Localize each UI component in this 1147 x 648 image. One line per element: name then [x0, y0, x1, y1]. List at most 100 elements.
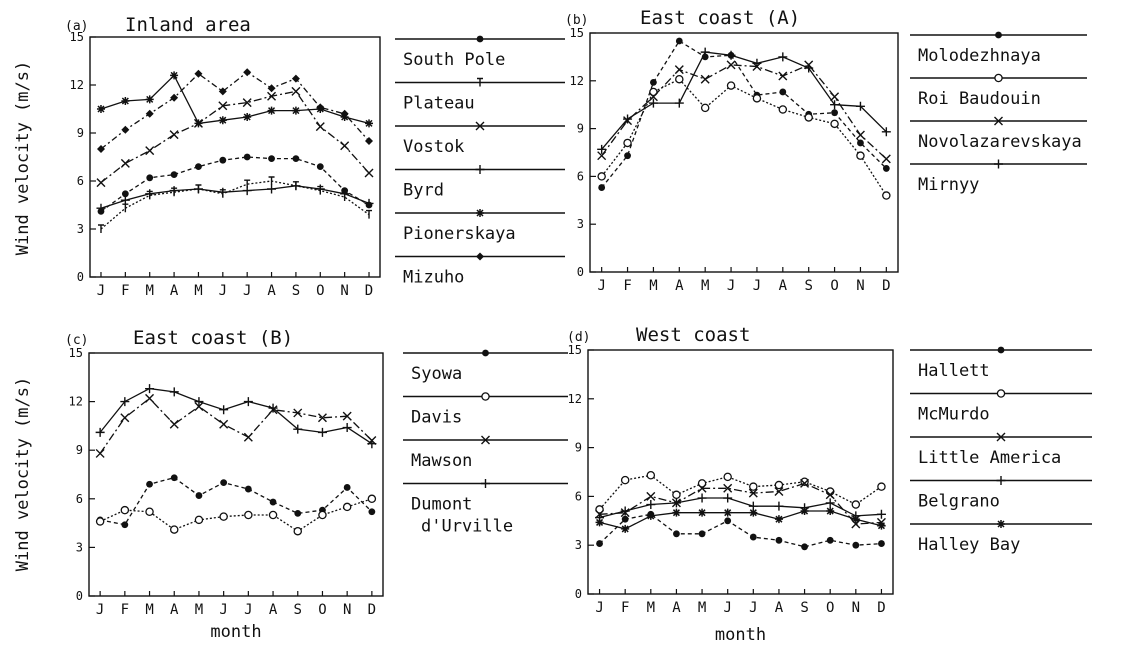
- data-point: [649, 87, 658, 97]
- legend-label: McMurdo: [918, 405, 990, 425]
- x-tick-label: O: [826, 600, 834, 616]
- legend-label: Davis: [411, 408, 462, 428]
- data-point: [877, 521, 886, 530]
- y-tick-label: 12: [568, 392, 582, 406]
- data-point: [830, 119, 839, 129]
- legend-item: Pionerskaya: [395, 209, 565, 244]
- data-point: [120, 505, 130, 515]
- y-tick-label: 15: [69, 346, 83, 360]
- data-point: [801, 543, 808, 551]
- data-point: [340, 189, 350, 199]
- y-tick-label: 6: [76, 492, 83, 506]
- x-tick-label: M: [701, 278, 709, 294]
- y-tick-label: 0: [577, 265, 584, 279]
- x-tick-label: D: [877, 600, 885, 616]
- data-point: [826, 507, 835, 516]
- x-tick-label: D: [365, 283, 373, 299]
- data-point: [826, 536, 834, 544]
- data-point: [748, 488, 758, 498]
- data-point: [267, 184, 277, 194]
- data-point: [96, 105, 105, 113]
- data-point: [145, 189, 155, 199]
- y-tick-label: 3: [76, 540, 83, 554]
- data-point: [243, 432, 253, 442]
- data-point: [317, 413, 327, 423]
- data-point: [120, 413, 130, 423]
- y-tick-label: 9: [76, 443, 83, 457]
- legend-marker: [997, 520, 1005, 528]
- series-line: [601, 51, 887, 150]
- data-point: [882, 165, 890, 172]
- x-tick-label: J: [597, 278, 605, 294]
- data-point: [268, 510, 278, 520]
- plot-frame: [88, 352, 384, 597]
- y-tick-label: 6: [575, 489, 582, 503]
- data-point: [318, 510, 327, 520]
- legend: South Pole Plateau Vostok Byrd Pionerskaya Mi…: [395, 35, 565, 288]
- data-point: [674, 65, 684, 75]
- data-point: [620, 475, 630, 485]
- data-point: [269, 498, 277, 506]
- x-tick-label: J: [243, 283, 251, 299]
- data-point: [778, 105, 788, 114]
- x-tick-label: N: [343, 602, 351, 618]
- data-point: [316, 103, 325, 112]
- x-tick-label: F: [621, 600, 629, 616]
- data-point: [779, 88, 787, 96]
- data-point: [343, 484, 351, 491]
- data-point: [597, 144, 607, 154]
- x-tick-label: O: [830, 278, 838, 294]
- series-line: [100, 156, 370, 212]
- series-line: [599, 513, 882, 548]
- data-point: [648, 92, 658, 102]
- y-tick-label: 6: [577, 169, 584, 183]
- series-pionerskaya: [96, 71, 374, 128]
- data-point: [364, 168, 374, 178]
- data-point: [723, 508, 732, 517]
- data-point: [294, 509, 302, 517]
- series-roi-baudouin: [597, 74, 891, 200]
- data-point: [342, 411, 352, 421]
- data-point: [242, 98, 252, 108]
- data-point: [671, 498, 681, 508]
- data-point: [170, 474, 178, 482]
- data-point: [145, 507, 154, 517]
- legend-label: Pionerskaya: [403, 224, 516, 244]
- legend-label: Molodezhnaya: [918, 46, 1041, 66]
- data-point: [169, 387, 179, 397]
- data-point: [830, 92, 840, 102]
- x-tick-label: M: [698, 600, 706, 616]
- series-molodezhnaya: [598, 37, 890, 191]
- x-tick-label: F: [623, 278, 631, 294]
- data-point: [293, 526, 303, 536]
- data-point: [365, 137, 374, 145]
- data-point: [120, 158, 130, 168]
- data-point: [95, 448, 105, 458]
- legend: Hallett McMurdo Little America Belgrano Hall…: [910, 346, 1092, 555]
- data-point: [97, 224, 104, 233]
- x-tick-label: O: [316, 283, 324, 299]
- legend-item: Vostok: [395, 121, 565, 157]
- x-tick-label: M: [649, 278, 657, 294]
- data-point: [291, 74, 300, 83]
- legend-label: Little America: [918, 448, 1061, 468]
- data-point: [674, 98, 684, 108]
- legend-label: Plateau: [403, 94, 475, 114]
- x-tick-label: A: [675, 278, 684, 294]
- x-axis-label: month: [210, 622, 261, 642]
- panel-title: East coast (B): [133, 327, 293, 349]
- legend-item: Mirnyy: [910, 159, 1087, 195]
- legend-marker: [475, 121, 485, 131]
- legend-marker: [481, 392, 490, 401]
- series-line: [601, 78, 887, 196]
- data-point: [749, 533, 757, 541]
- y-tick-label: 9: [575, 441, 582, 455]
- x-tick-label: J: [727, 278, 735, 294]
- legend-item: Belgrano: [910, 476, 1092, 512]
- legend-marker: [475, 165, 485, 174]
- data-point: [367, 439, 377, 449]
- data-point: [267, 84, 276, 93]
- data-point: [650, 78, 657, 86]
